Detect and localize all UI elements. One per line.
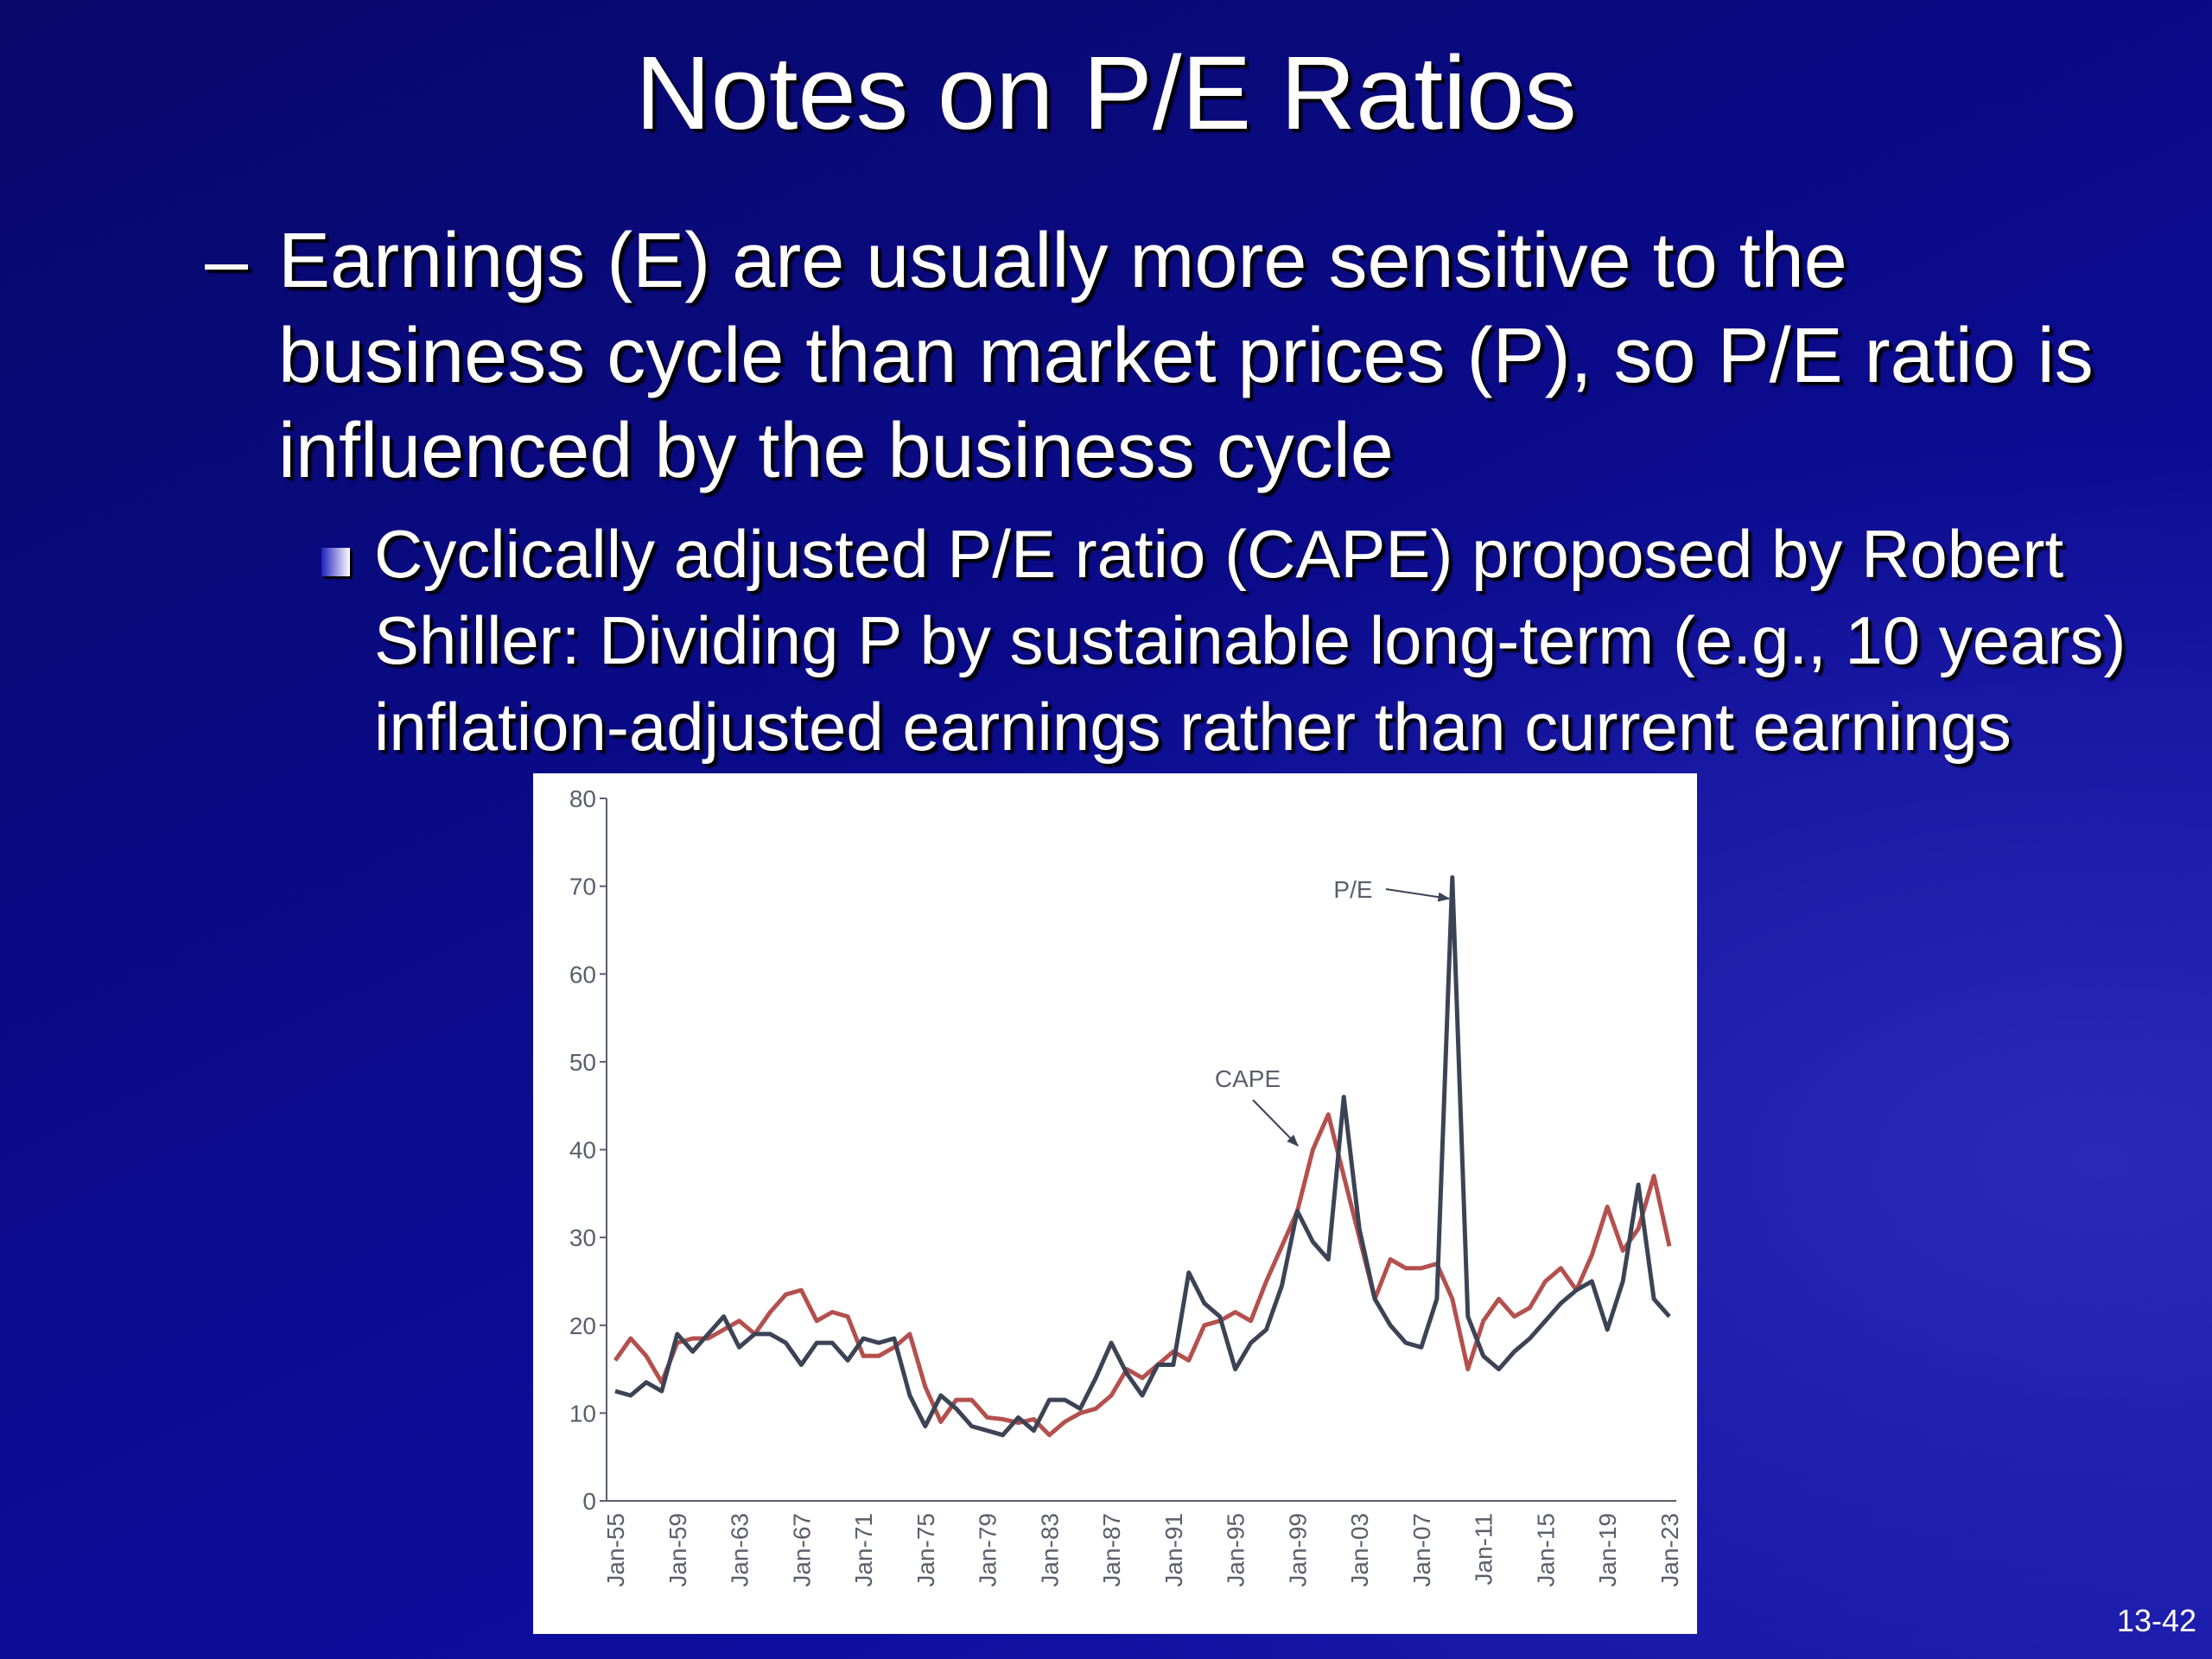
annotation-arrow xyxy=(1385,888,1451,902)
series-line xyxy=(613,1112,1672,1438)
x-tick-label: Jan-03 xyxy=(1346,1513,1373,1587)
y-tick-label: 20 xyxy=(569,1313,596,1339)
x-tick-label: Jan-23 xyxy=(1656,1513,1683,1587)
page-number: 13-42 xyxy=(2116,1603,2196,1638)
y-tick-label: 70 xyxy=(569,874,596,900)
bullet-text: Earnings (E) are usually more sensitive … xyxy=(278,218,2094,494)
x-tick-label: Jan-07 xyxy=(1408,1513,1435,1587)
x-tick-label: Jan-71 xyxy=(850,1513,877,1587)
x-tick-label: Jan-63 xyxy=(727,1513,753,1587)
y-tick-label: 80 xyxy=(569,785,596,812)
sub-bullet-marker xyxy=(321,548,350,576)
x-tick-label: Jan-87 xyxy=(1098,1513,1125,1587)
x-tick-label: Jan-55 xyxy=(602,1513,629,1587)
x-tick-label: Jan-11 xyxy=(1471,1513,1497,1586)
slide-title: Notes on P/E Ratios xyxy=(635,34,1577,151)
y-tick-label: 50 xyxy=(569,1049,596,1076)
y-tick-label: 0 xyxy=(582,1488,596,1515)
y-tick-label: 40 xyxy=(569,1137,596,1164)
bullet-marker: – xyxy=(205,218,249,304)
y-tick-label: 30 xyxy=(569,1224,596,1251)
series-line xyxy=(614,875,1671,1438)
x-tick-label: Jan-79 xyxy=(975,1513,1001,1587)
x-tick-label: Jan-15 xyxy=(1532,1513,1559,1587)
annotation: CAPE xyxy=(1215,1065,1281,1092)
x-tick-label: Jan-99 xyxy=(1284,1513,1311,1587)
sub-bullet-text: Cyclically adjusted P/E ratio (CAPE) pro… xyxy=(374,516,2126,765)
annotation-arrow xyxy=(1252,1099,1299,1147)
x-tick-label: Jan-91 xyxy=(1160,1513,1187,1587)
x-tick-label: Jan-19 xyxy=(1594,1513,1621,1587)
x-tick-label: Jan-59 xyxy=(664,1513,691,1587)
x-tick-label: Jan-95 xyxy=(1223,1513,1249,1587)
chart: 0 10 20 30 40 50 60 70 80 Jan-55 Jan-59 Jan-63 Jan-6… xyxy=(533,773,1697,1634)
x-tick-label: Jan-67 xyxy=(788,1513,815,1587)
annotation: P/E xyxy=(1333,876,1372,903)
y-tick-label: 60 xyxy=(569,961,596,988)
x-tick-label: Jan-83 xyxy=(1036,1513,1063,1587)
x-tick-label: Jan-75 xyxy=(912,1513,939,1587)
y-tick-label: 10 xyxy=(569,1400,596,1427)
